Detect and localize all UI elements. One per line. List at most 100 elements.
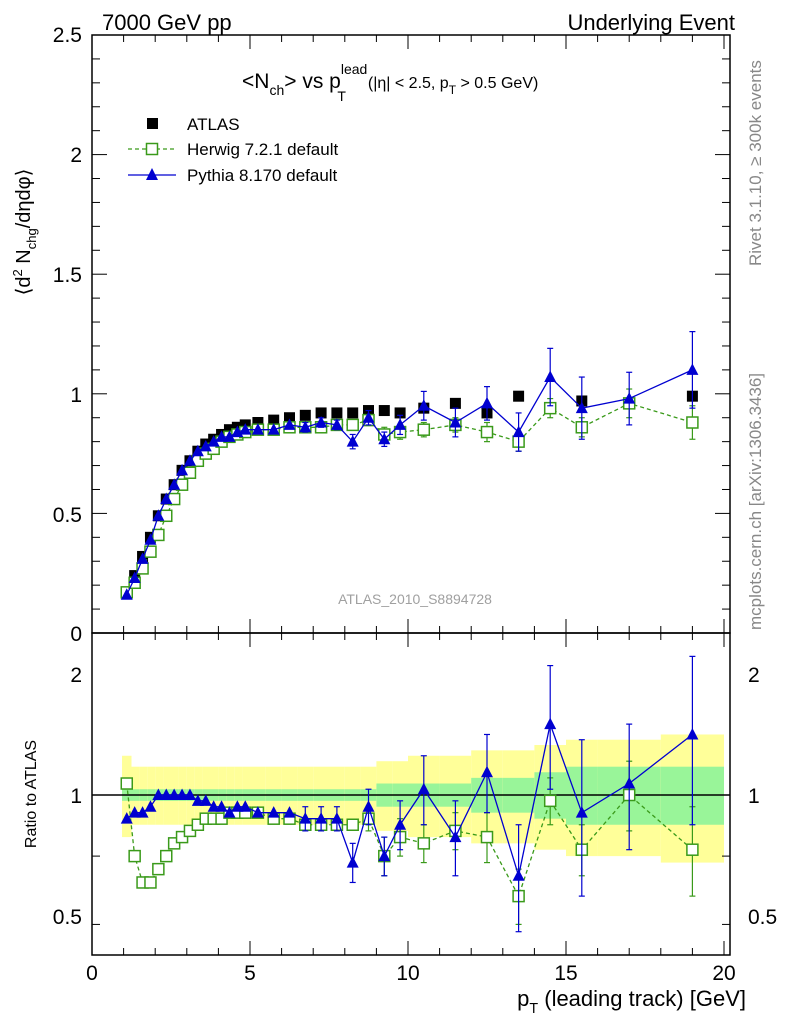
ratio-y-axis-label: Ratio to ATLAS bbox=[23, 740, 40, 848]
atlas-point bbox=[315, 407, 327, 419]
header-left: 7000 GeV pp bbox=[102, 10, 232, 35]
pythia-ratio-point bbox=[346, 856, 359, 868]
pythia-ratio-point bbox=[152, 788, 165, 800]
pythia-ratio-point bbox=[168, 788, 181, 800]
herwig-ratio-point bbox=[128, 849, 141, 863]
axis-ticks bbox=[91, 34, 730, 955]
atlas-point bbox=[449, 397, 461, 409]
pythia-point bbox=[267, 423, 280, 435]
pythia-point bbox=[378, 432, 391, 445]
legend-atlas-label: ATLAS bbox=[187, 115, 240, 134]
herwig-ratio-point bbox=[152, 862, 165, 876]
pythia-point bbox=[128, 571, 141, 583]
pythia-point bbox=[346, 435, 359, 447]
pythia-ratio-point bbox=[239, 800, 252, 812]
pythia-ratio-point bbox=[481, 765, 493, 778]
pythia-ratio-point bbox=[207, 800, 220, 812]
pythia-ratio-point bbox=[215, 800, 228, 812]
mcplots-source-text: mcplots.cern.ch [arXiv:1306.3436] bbox=[746, 373, 765, 630]
pythia-ratio-point bbox=[575, 806, 588, 818]
pythia-point bbox=[299, 420, 312, 433]
pythia-point bbox=[481, 396, 493, 409]
ratio-y-tick-label: 2 bbox=[748, 664, 760, 687]
pythia-point bbox=[191, 444, 204, 457]
legend-pythia-label: Pythia 8.170 default bbox=[187, 166, 338, 185]
herwig-ratio-point bbox=[167, 837, 181, 850]
herwig-point bbox=[417, 423, 431, 436]
y-tick-label: 2.5 bbox=[53, 24, 82, 47]
herwig-point bbox=[686, 416, 699, 429]
atlas-point bbox=[394, 407, 406, 419]
pythia-ratio-point bbox=[128, 806, 141, 818]
atlas-point bbox=[299, 409, 311, 421]
y-tick-label: 0 bbox=[70, 623, 82, 646]
y-tick-label: 0.5 bbox=[53, 504, 82, 527]
pythia-point bbox=[144, 533, 157, 545]
pythia-point bbox=[283, 418, 296, 430]
pythia-ratio-point bbox=[315, 812, 328, 824]
atlas-point bbox=[268, 414, 280, 426]
herwig-line bbox=[126, 402, 693, 593]
ratio-y-tick-labels-right: 0.5 1 2 bbox=[748, 664, 777, 929]
legend: ATLAS Herwig 7.2.1 default Pythia 8.170 … bbox=[128, 115, 338, 185]
ratio-y-tick-label: 2 bbox=[70, 664, 82, 687]
pythia-point bbox=[160, 492, 173, 505]
ratio-y-tick-label: 0.5 bbox=[53, 906, 82, 929]
pythia-point bbox=[199, 439, 212, 452]
pythia-ratio-point bbox=[378, 849, 391, 862]
legend-herwig-label: Herwig 7.2.1 default bbox=[187, 140, 338, 159]
pythia-ratio-point bbox=[417, 782, 430, 795]
pythia-ratio-point bbox=[623, 777, 636, 789]
analysis-watermark: ATLAS_2010_S8894728 bbox=[338, 591, 492, 607]
top-y-axis-label: ⟨d2 Nchg/dηdφ⟩ bbox=[10, 169, 39, 296]
pythia-ratio-point bbox=[176, 788, 189, 800]
pythia-point bbox=[330, 418, 343, 430]
pythia-ratio-point bbox=[251, 806, 264, 818]
herwig-ratio-point bbox=[543, 794, 557, 808]
pythia-point bbox=[315, 416, 328, 428]
pythia-point bbox=[362, 411, 375, 423]
pythia-point bbox=[544, 370, 557, 383]
atlas-point bbox=[252, 417, 264, 429]
pythia-ratio-point bbox=[449, 830, 462, 843]
x-tick-label: 20 bbox=[712, 962, 735, 985]
pythia-point bbox=[152, 509, 165, 521]
herwig-ratio-point bbox=[160, 849, 173, 863]
top-y-tick-labels: 0 0.5 1 1.5 2 2.5 bbox=[53, 24, 82, 646]
ratio-y-tick-label: 1 bbox=[748, 785, 760, 808]
herwig-ratio-point bbox=[346, 818, 359, 831]
pythia-ratio-point bbox=[183, 788, 196, 800]
header-right: Underlying Event bbox=[567, 10, 735, 35]
x-tick-label: 5 bbox=[244, 962, 256, 985]
pythia-point bbox=[449, 416, 462, 428]
x-tick-labels: 0 5 10 15 20 bbox=[86, 962, 736, 985]
pythia-ratio-point bbox=[299, 812, 312, 824]
pythia-point bbox=[168, 478, 181, 490]
pythia-point bbox=[120, 588, 133, 600]
pythia-ratio-point bbox=[283, 806, 296, 818]
pythia-ratio-point bbox=[231, 800, 244, 812]
y-tick-label: 2 bbox=[70, 144, 82, 167]
pythia-point bbox=[136, 552, 149, 564]
pythia-point bbox=[207, 435, 220, 447]
herwig-ratio-point bbox=[120, 777, 134, 790]
pythia-ratio-point bbox=[120, 812, 133, 824]
pythia-ratio-point bbox=[160, 788, 173, 800]
atlas-point bbox=[347, 407, 359, 419]
x-tick-label: 0 bbox=[86, 962, 98, 985]
herwig-ratio-point bbox=[480, 830, 494, 844]
legend-pythia-marker bbox=[146, 168, 158, 180]
atlas-point bbox=[331, 407, 343, 419]
pythia-point bbox=[215, 430, 228, 442]
pythia-ratio-point bbox=[223, 806, 236, 818]
pythia-ratio-point bbox=[199, 794, 212, 806]
y-tick-label: 1 bbox=[70, 384, 82, 407]
pythia-ratio-point bbox=[362, 800, 375, 812]
rivet-version-text: Rivet 3.1.10, ≥ 300k events bbox=[746, 60, 765, 266]
legend-herwig-marker bbox=[145, 142, 159, 156]
pythia-ratio-point bbox=[267, 806, 280, 818]
pythia-point bbox=[417, 399, 430, 411]
pythia-ratio-point bbox=[330, 812, 343, 824]
pythia-ratio-point bbox=[544, 717, 557, 730]
x-tick-label: 15 bbox=[554, 962, 577, 985]
